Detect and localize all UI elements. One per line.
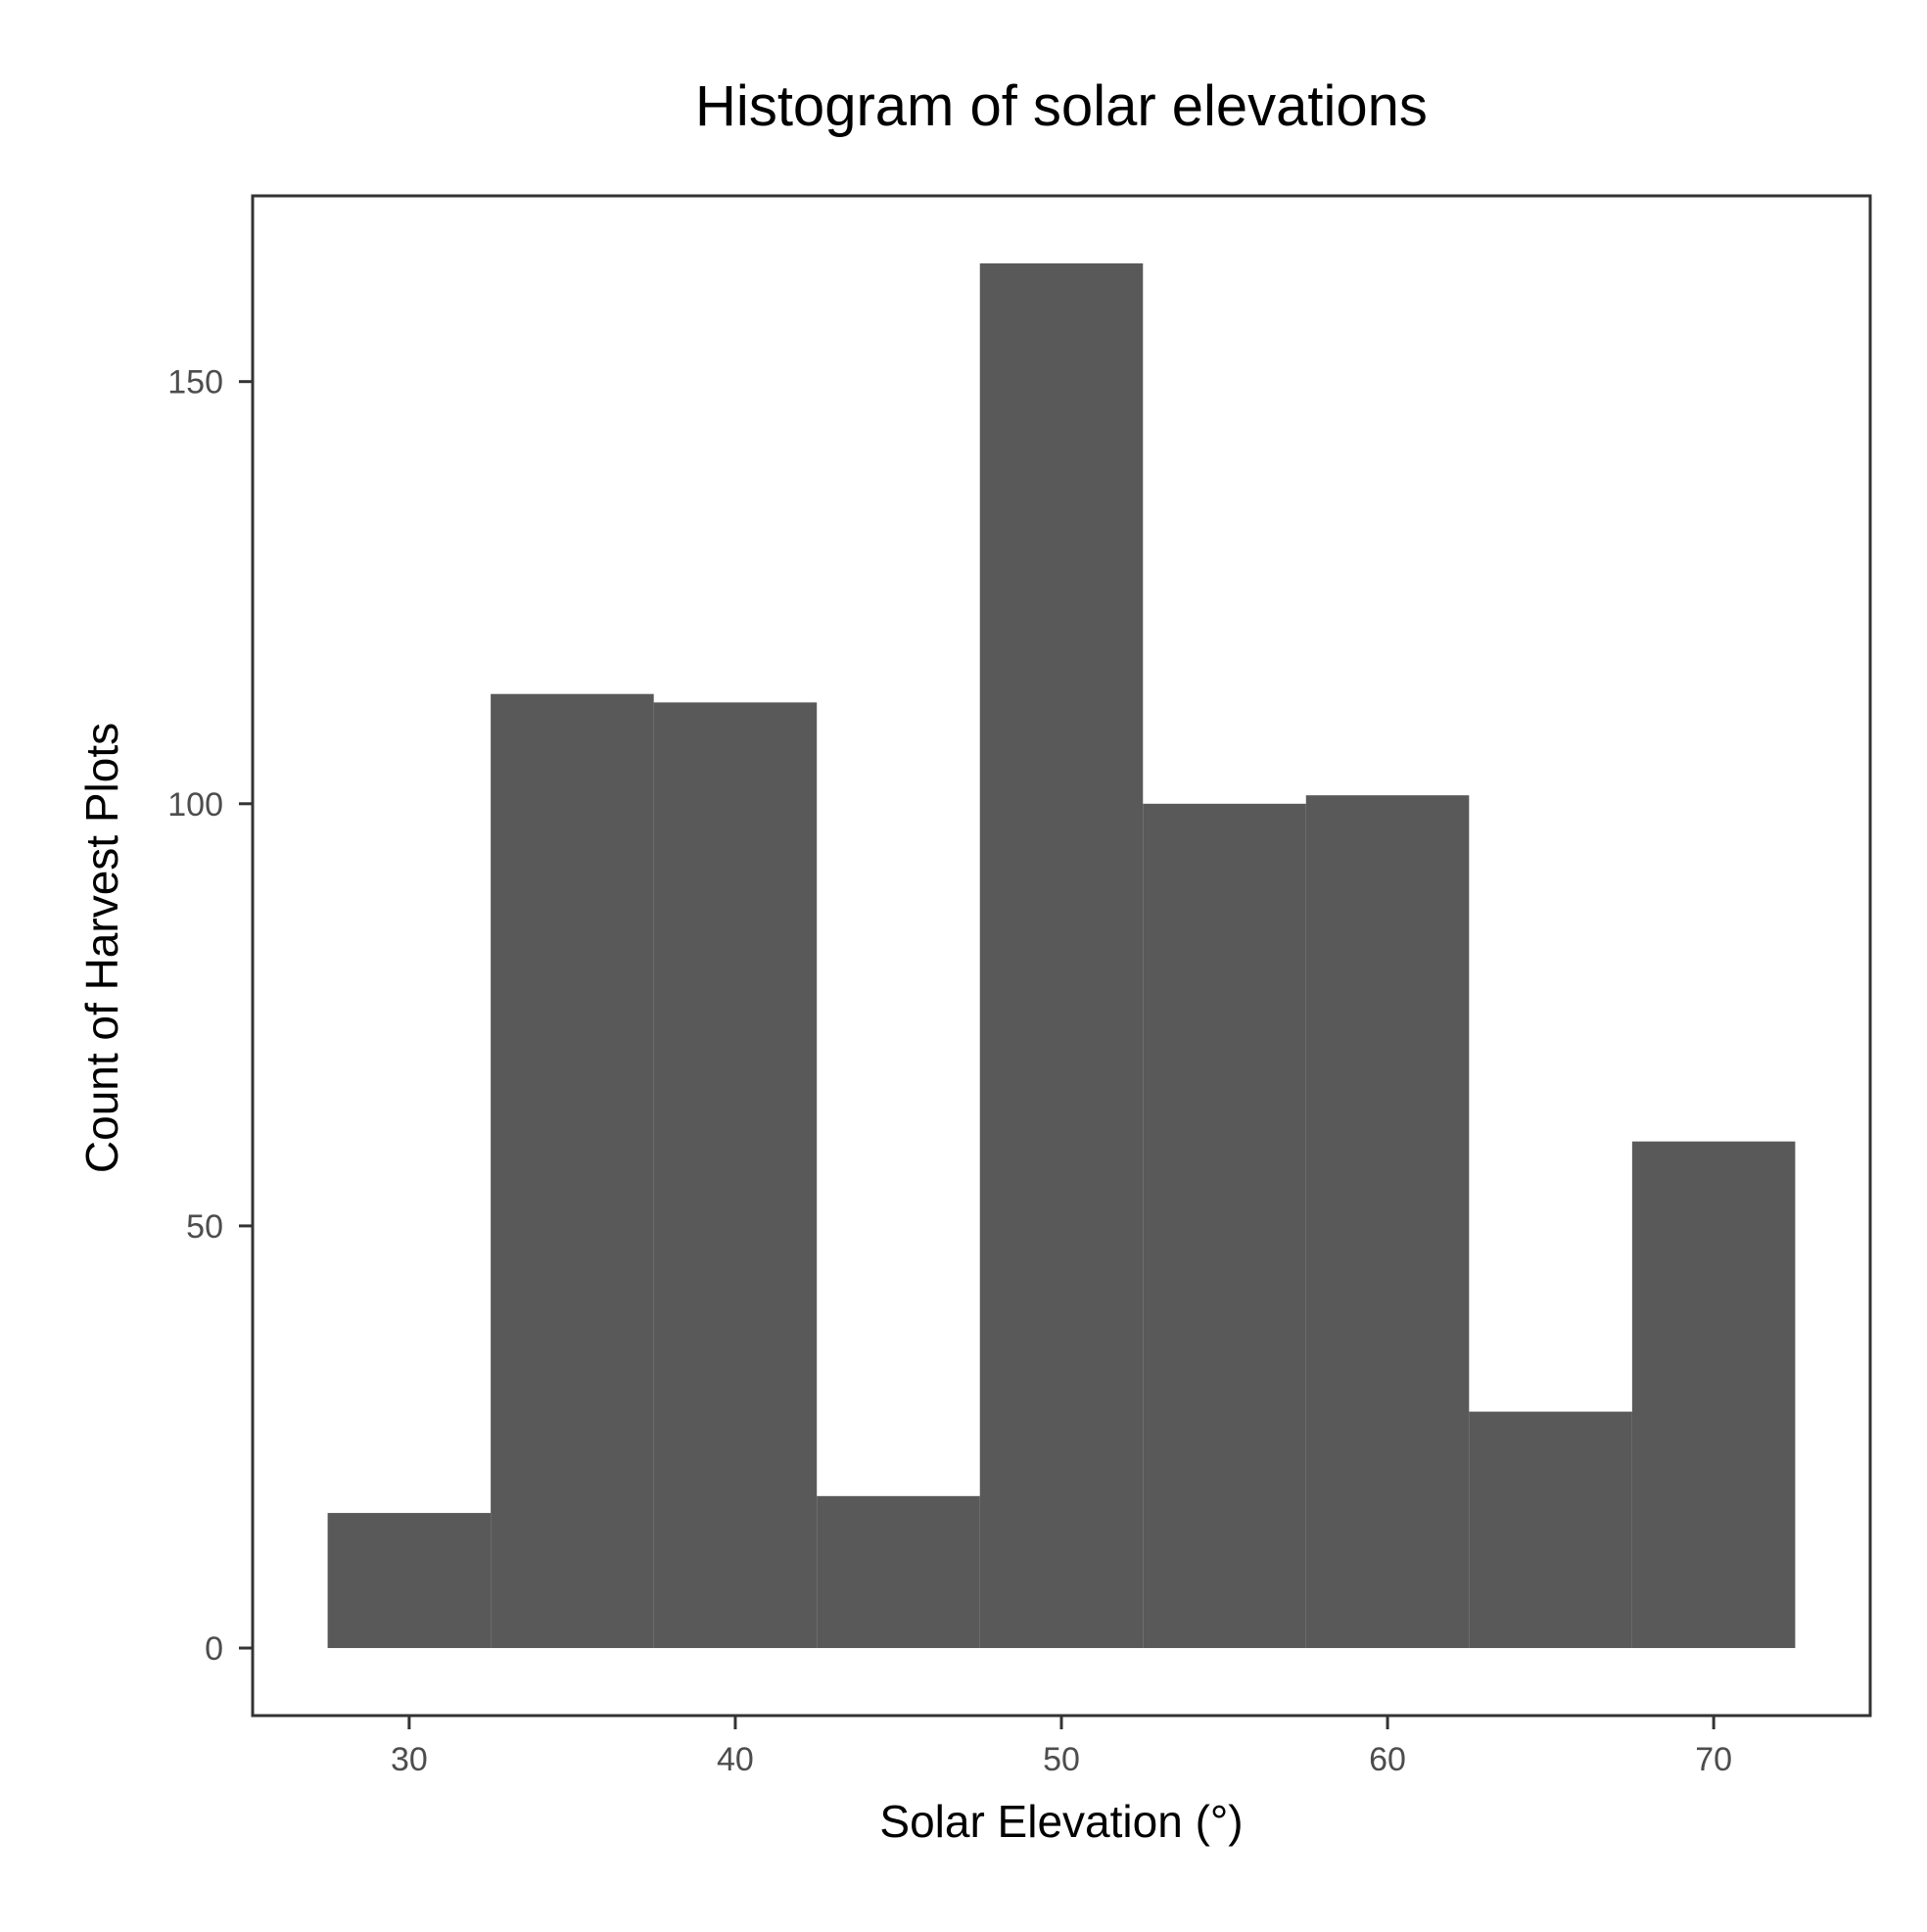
x-axis-title: Solar Elevation (°) bbox=[879, 1796, 1243, 1847]
x-tick-label: 70 bbox=[1695, 1741, 1732, 1778]
histogram-bar-3 bbox=[653, 702, 818, 1649]
histogram-bar-8 bbox=[1469, 1411, 1632, 1649]
y-axis-title: Count of Harvest Plots bbox=[76, 723, 127, 1173]
x-tick-label: 50 bbox=[1043, 1741, 1080, 1778]
y-tick-label: 0 bbox=[205, 1630, 223, 1668]
y-axis: 0 50 100 150 bbox=[167, 364, 253, 1668]
histogram-bar-7 bbox=[1305, 795, 1470, 1649]
chart-title: Histogram of solar elevations bbox=[695, 74, 1428, 138]
x-tick-label: 60 bbox=[1369, 1741, 1406, 1778]
histogram-bar-9 bbox=[1631, 1141, 1796, 1649]
histogram-bar-2 bbox=[491, 693, 654, 1649]
x-tick-label: 30 bbox=[391, 1741, 428, 1778]
y-tick-label: 150 bbox=[167, 364, 223, 401]
histogram-bar-6 bbox=[1143, 803, 1306, 1649]
bars-layer bbox=[327, 262, 1796, 1649]
histogram-bar-4 bbox=[817, 1495, 980, 1649]
x-tick-label: 40 bbox=[717, 1741, 754, 1778]
x-axis: 30 40 50 60 70 bbox=[391, 1716, 1732, 1778]
histogram-bar-5 bbox=[979, 262, 1144, 1649]
y-tick-label: 50 bbox=[186, 1208, 223, 1246]
y-tick-label: 100 bbox=[167, 786, 223, 824]
histogram-bar-1 bbox=[327, 1513, 492, 1649]
